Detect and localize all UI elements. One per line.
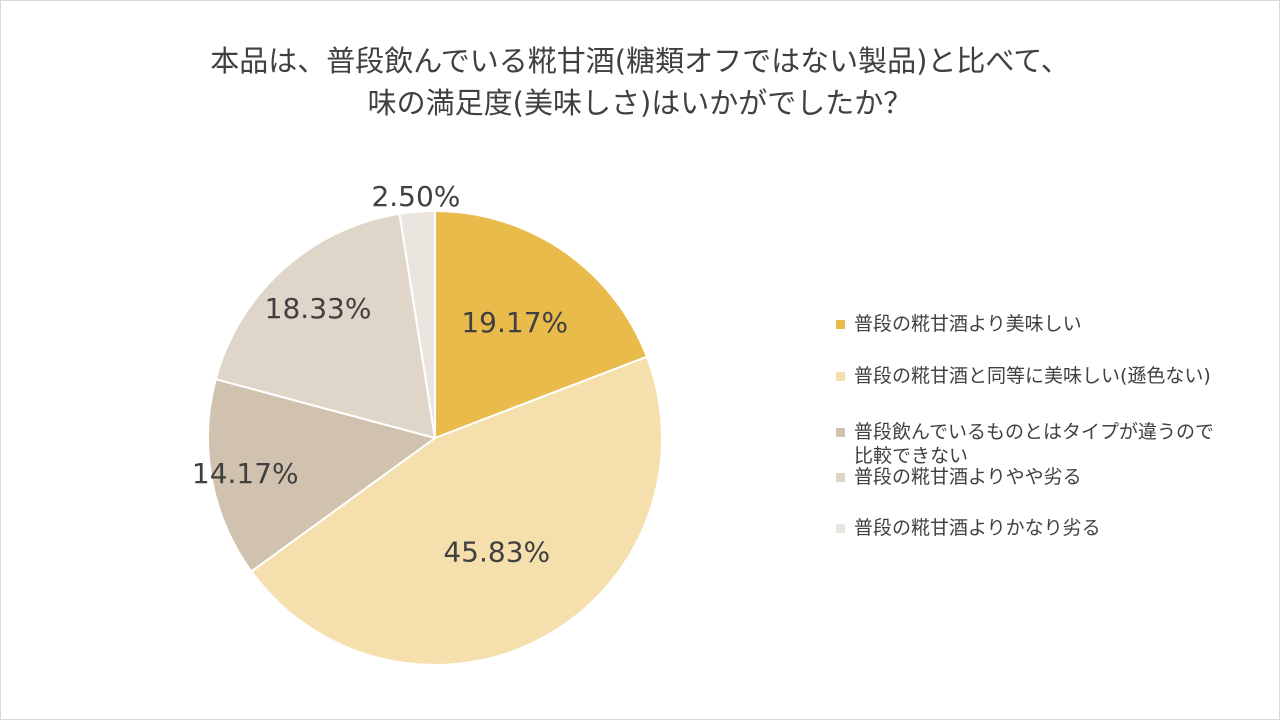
legend-label-2: 普段の糀甘酒と同等に美味しい(遜色ない) [854, 365, 1211, 387]
pie-slice-5 [398, 209, 436, 439]
legend-swatch-4 [836, 473, 845, 482]
data-label-5: 2.50% [371, 180, 460, 213]
pie-slice-4 [214, 212, 437, 440]
pie-slice-1 [434, 209, 649, 440]
data-label-2: 45.83% [443, 536, 550, 569]
legend-label-5: 普段の糀甘酒よりかなり劣る [854, 517, 1101, 539]
legend-swatch-3 [836, 428, 845, 437]
legend-swatch-1 [836, 320, 845, 329]
data-label-1: 19.17% [461, 306, 568, 339]
legend-label-4: 普段の糀甘酒よりやや劣る [854, 466, 1082, 488]
data-label-4: 18.33% [265, 292, 372, 325]
legend-item-2: 普段の糀甘酒と同等に美味しい(遜色ない) [836, 364, 1226, 388]
chart-title-line2: 味の満足度(美味しさ)はいかがでしたか？ [367, 86, 913, 120]
legend-swatch-2 [836, 372, 845, 381]
legend-label-1: 普段の糀甘酒より美味しい [854, 313, 1082, 335]
legend-swatch-5 [836, 524, 845, 533]
legend-item-4: 普段の糀甘酒よりやや劣る [836, 465, 1226, 489]
legend-item-5: 普段の糀甘酒よりかなり劣る [836, 516, 1226, 540]
data-label-3: 14.17% [192, 457, 299, 490]
chart-title-line1: 本品は、普段飲んでいる糀甘酒(糖類オフではない製品)と比べて、 [210, 44, 1070, 78]
chart-title: 本品は、普段飲んでいる糀甘酒(糖類オフではない製品)と比べて、 味の満足度(美味… [0, 40, 1280, 124]
pie-slice-2 [249, 355, 663, 666]
legend-item-1: 普段の糀甘酒より美味しい [836, 312, 1226, 336]
pie-slice-3 [207, 377, 438, 573]
legend-item-3: 普段飲んでいるものとはタイプが違うので比較できない [836, 420, 1226, 468]
legend-label-3: 普段飲んでいるものとはタイプが違うので比較できない [854, 421, 1215, 467]
